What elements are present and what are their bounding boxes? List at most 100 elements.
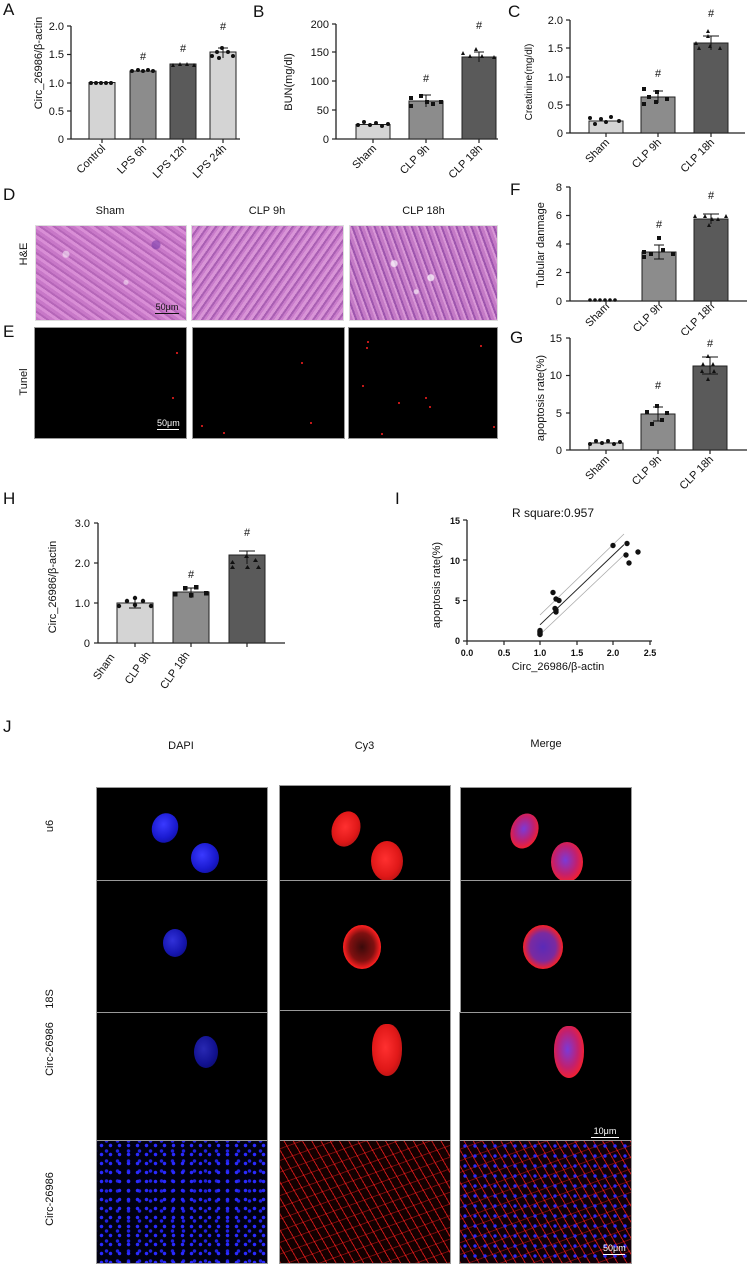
chart-i-xtick: 0.0 [461,648,474,658]
chart-c-xtick: Sham [583,137,612,166]
bar-lps-12h [169,63,197,140]
bar-sham [588,442,624,451]
chart-i-xtick: 0.5 [498,648,511,658]
chart-c-ytick: 0 [557,128,563,140]
chart-f-ytick: 2 [556,267,562,279]
chart-h-xtick: Sham [91,652,117,682]
chart-a-xtick: LPS 24h [191,143,229,181]
sig-marker: # [655,380,662,392]
chart-g: apoptosis rate(%) 0 5 10 15 # # Sham CLP… [535,333,747,493]
bar-clp-18h [461,56,497,140]
chart-a-ytick: 1.5 [49,49,64,61]
bar-clp-18h [693,42,729,134]
bar-sham [355,124,391,140]
chart-b-ytick: 50 [317,105,329,117]
chart-a: Circ_26986/β-actin 0 0.5 1.0 1.5 2.0 # #… [33,17,240,181]
panel-label-i: I [395,489,400,508]
col-head-cy3: Cy3 [354,740,375,752]
chart-f: Tubular danmage 0 2 4 6 8 # # [535,182,747,308]
chart-f-ytick: 0 [556,296,562,308]
panel-label-g: G [510,328,524,347]
sig-marker: # [656,219,663,231]
fish-tissue-dapi [96,1140,268,1264]
chart-f-xtick: Sham [583,305,612,329]
panel-label-h: H [3,489,16,508]
chart-h-ylabel: Circ_26986/β-actin [47,541,59,634]
chart-f-ytick: 6 [556,210,562,222]
chart-c-xtick: CLP 18h [679,137,718,176]
row-label-he: H&E [18,242,30,266]
panel-label-a: A [3,0,15,19]
micrograph-tunel-clp-9h [192,327,345,439]
chart-b-ytick: 100 [311,76,329,88]
chart-b-ytick: 0 [323,134,329,146]
chart-i-xtick: 2.5 [644,648,657,658]
chart-f-xticks: Sham CLP 9h CLP 18h [583,305,717,335]
panel-label-j: J [3,717,12,736]
fish-circ-26986-cy3 [279,1010,451,1159]
bar-control [88,82,116,140]
row-label-circ-26986: Circ-26986 [44,1022,56,1076]
chart-i-ytick: 5 [455,596,460,606]
bar-lps-24h [209,51,237,140]
bar-clp-9h [172,591,210,644]
chart-g-xtick: Sham [583,454,612,483]
chart-b-ylabel: BUN(mg/dl) [283,53,295,110]
chart-a-ytick: 0.5 [49,106,64,118]
sig-marker: # [180,43,187,55]
fish-tissue-merge: 50μm [459,1140,632,1264]
col-head-sham: Sham [95,205,125,217]
col-head-dapi: DAPI [168,740,194,752]
chart-b-xtick: Sham [350,143,379,172]
col-head-merge: Merge [530,738,562,750]
ci-upper [539,533,625,616]
chart-b-xtick: CLP 18h [447,143,486,182]
sig-marker: # [476,20,483,32]
micrograph-he-sham: 50μm [35,225,187,321]
chart-f-ylabel: Tubular danmage [535,202,547,288]
chart-c-ytick: 1.0 [548,72,563,84]
scale-bar: 50μm [157,418,180,430]
chart-g-ytick: 10 [550,370,562,382]
chart-h-xtick: CLP 9h [123,650,154,687]
sig-marker: # [140,51,147,63]
fish-circ-26986-merge: 10μm [459,1012,632,1159]
bar-clp-9h [640,96,676,134]
chart-c-ylabel: Creatinine(mg/dl) [524,44,535,121]
chart-h-ytick: 2.0 [75,558,90,570]
chart-f-ytick: 8 [556,182,562,194]
row-label-tunel: Tunel [18,368,30,396]
sig-marker: # [244,527,251,539]
chart-i-ytick: 10 [450,556,460,566]
chart-a-xtick: LPS 6h [115,143,149,177]
chart-h-ytick: 1.0 [75,598,90,610]
chart-i-xtick: 1.0 [534,648,547,658]
panel-label-e: E [3,322,15,341]
chart-a-ytick: 1.0 [49,78,64,90]
panel-label-d: D [3,185,16,204]
chart-c-ytick: 1.5 [548,43,563,55]
chart-h-ytick: 3.0 [75,518,90,530]
chart-c: Creatinine(mg/dl) 0 0.5 1.0 1.5 2.0 # # … [524,8,745,176]
chart-g-xtick: CLP 18h [678,454,717,493]
micrograph-he-clp-18h [349,225,498,321]
chart-c-ytick: 2.0 [548,15,563,27]
panel-label-b: B [253,2,265,21]
chart-a-ylabel: Circ_26986/β-actin [33,17,45,110]
chart-h-ytick: 0 [84,638,90,650]
chart-g-ytick: 15 [550,333,562,345]
scale-bar: 50μm [603,1243,626,1255]
chart-i-ytick: 15 [450,516,460,526]
sig-marker: # [655,68,662,80]
chart-a-xtick: Control [75,143,109,177]
chart-a-xtick: LPS 12h [151,143,189,181]
sig-marker: # [708,8,715,20]
chart-i: R square:0.957 apoptosis rate(%) 0 5 10 … [431,506,657,673]
chart-h: Circ_26986/β-actin 0 1.0 2.0 3.0 # # Sha… [47,518,285,692]
chart-i-ylabel: apoptosis rate(%) [431,542,443,628]
bar-lps-6h [129,70,157,140]
bar-clp-9h [641,251,677,302]
chart-a-ytick: 2.0 [49,21,64,33]
chart-b-ytick: 200 [311,19,329,31]
fish-tissue-cy3 [279,1140,451,1264]
